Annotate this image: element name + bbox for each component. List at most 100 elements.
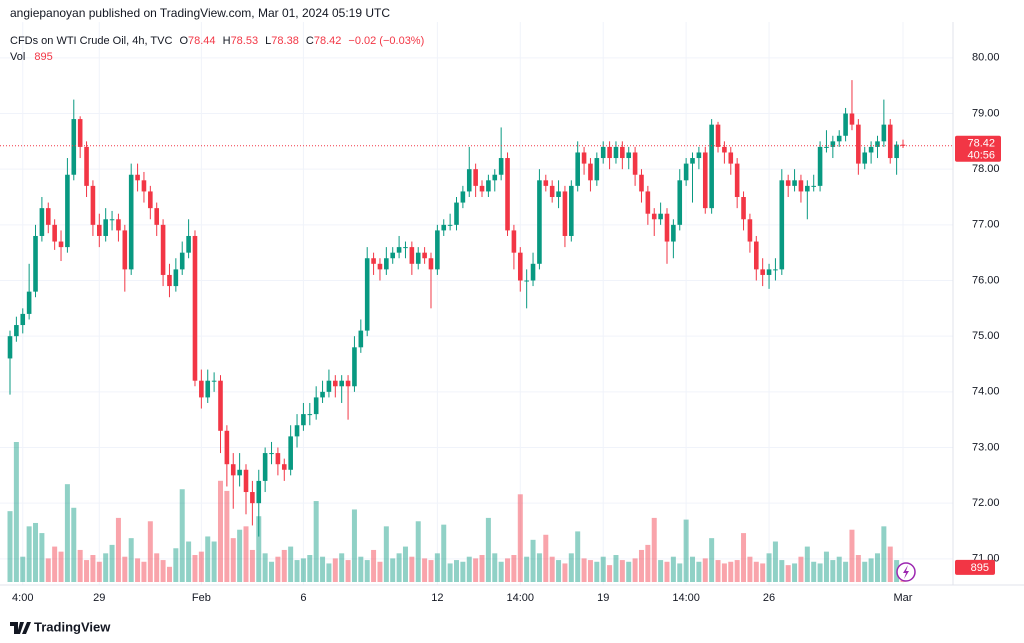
candle-body xyxy=(460,191,466,203)
candle-body xyxy=(843,113,848,136)
legend-open: 78.44 xyxy=(188,35,216,47)
y-tick-label: 79.00 xyxy=(972,107,1000,119)
candle-body xyxy=(103,219,108,236)
candle-body xyxy=(798,180,804,192)
candle-body xyxy=(492,174,498,181)
volume-bar xyxy=(345,560,351,582)
volume-bar xyxy=(77,549,83,582)
volume-bar xyxy=(141,561,147,582)
volume-bar xyxy=(760,563,766,582)
volume-bar xyxy=(753,561,759,582)
candle-body xyxy=(396,247,402,253)
candle-body xyxy=(20,313,26,326)
volume-bar xyxy=(13,442,19,582)
candle-body xyxy=(179,252,185,270)
candle-body xyxy=(575,152,580,186)
volume-bar xyxy=(20,556,26,582)
volume-bar xyxy=(109,544,115,582)
volume-bar xyxy=(441,524,447,582)
volume-bar xyxy=(798,556,804,582)
candle-body xyxy=(371,258,376,264)
candle-body xyxy=(447,224,453,226)
candle-body xyxy=(511,230,517,253)
volume-bar xyxy=(7,511,13,582)
candle-body xyxy=(569,185,574,236)
candle-body xyxy=(620,146,625,159)
volume-bar xyxy=(766,553,772,582)
candle-body xyxy=(14,325,19,337)
volume-bar xyxy=(128,538,134,582)
volume-bar xyxy=(817,563,823,582)
volume-bar xyxy=(607,565,613,582)
alert-bolt[interactable] xyxy=(903,565,909,579)
volume-bar xyxy=(868,558,874,582)
candle-body xyxy=(160,224,166,275)
x-tick-label: 14:00 xyxy=(672,592,700,604)
candle-body xyxy=(109,219,115,221)
volume-bar xyxy=(243,526,249,582)
volume-bar xyxy=(454,560,459,582)
candle-body xyxy=(77,119,83,147)
candle-body xyxy=(192,235,198,381)
volume-bar xyxy=(473,558,479,582)
volume-bar xyxy=(307,555,313,582)
x-tick-label: Mar xyxy=(894,592,913,604)
alert-icon[interactable] xyxy=(896,562,916,582)
candle-body xyxy=(116,219,121,231)
candle-body xyxy=(281,464,287,470)
candle-body xyxy=(454,202,459,225)
candle-body xyxy=(26,291,32,314)
volume-bar xyxy=(549,556,555,582)
candle-body xyxy=(486,180,491,192)
candle-body xyxy=(887,124,893,159)
volume-bar xyxy=(530,539,536,582)
volume-bar xyxy=(351,509,357,582)
candle-body xyxy=(352,347,357,387)
candle-body xyxy=(830,141,836,147)
candle-body xyxy=(435,230,440,270)
candle-body xyxy=(173,269,179,287)
volume-bar xyxy=(664,561,670,582)
candle-body xyxy=(262,453,268,481)
candle-body xyxy=(785,180,791,186)
price-tag-value: 78.42 xyxy=(967,138,995,150)
candle-body xyxy=(384,258,389,270)
candle-body xyxy=(817,146,823,186)
candle-body xyxy=(651,213,657,220)
volume-bar xyxy=(658,560,664,582)
volume-bar xyxy=(294,560,300,582)
candle-body xyxy=(294,425,300,437)
grid xyxy=(0,22,953,585)
volume-bar xyxy=(543,534,549,582)
x-tick-label: 14:00 xyxy=(507,592,535,604)
candle-body xyxy=(473,169,478,186)
candle-body xyxy=(677,180,683,225)
candle-body xyxy=(224,430,230,465)
candle-body xyxy=(45,208,51,225)
price-tag xyxy=(955,135,1001,162)
volume-bar xyxy=(638,549,644,582)
volume-bar xyxy=(300,558,306,582)
candle-body xyxy=(326,380,332,392)
volume-bar xyxy=(103,553,109,582)
volume-bar xyxy=(409,556,415,582)
candle-body xyxy=(339,380,344,387)
candle-body xyxy=(313,397,319,415)
candle-body xyxy=(581,152,587,164)
candle-body xyxy=(709,124,714,209)
candle-body xyxy=(524,280,529,282)
volume-bar xyxy=(320,556,326,582)
volume-bar xyxy=(843,561,849,582)
legend-o-label: O xyxy=(179,35,188,47)
volume-bar xyxy=(511,555,517,582)
volume-bar xyxy=(632,558,638,582)
candle-body xyxy=(90,185,96,225)
candles xyxy=(0,80,953,537)
volume-bar xyxy=(224,490,230,582)
volume-bar xyxy=(173,548,179,582)
volume-bar xyxy=(434,553,440,582)
volume-bar xyxy=(524,556,530,582)
volume-bar xyxy=(396,553,402,582)
volume-bar xyxy=(447,563,453,582)
volume-bar xyxy=(364,560,370,582)
